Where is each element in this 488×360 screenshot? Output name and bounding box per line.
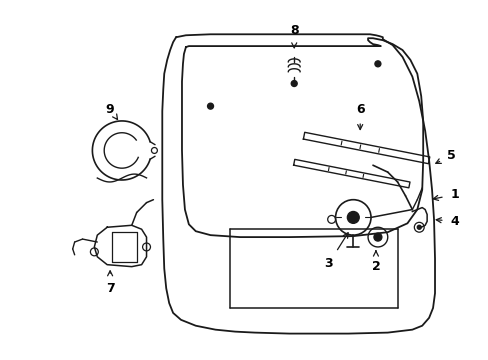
Text: 2: 2: [371, 251, 380, 273]
Text: 3: 3: [324, 233, 347, 270]
Text: 5: 5: [435, 149, 455, 163]
Circle shape: [416, 225, 420, 229]
Text: 6: 6: [355, 103, 364, 130]
Circle shape: [346, 212, 359, 223]
Text: 8: 8: [289, 24, 298, 48]
Circle shape: [373, 233, 381, 241]
Circle shape: [291, 81, 297, 86]
Circle shape: [374, 61, 380, 67]
Text: 1: 1: [432, 188, 458, 201]
Text: 9: 9: [105, 103, 117, 120]
Text: 4: 4: [435, 215, 458, 228]
Circle shape: [207, 103, 213, 109]
Text: 7: 7: [105, 271, 114, 295]
